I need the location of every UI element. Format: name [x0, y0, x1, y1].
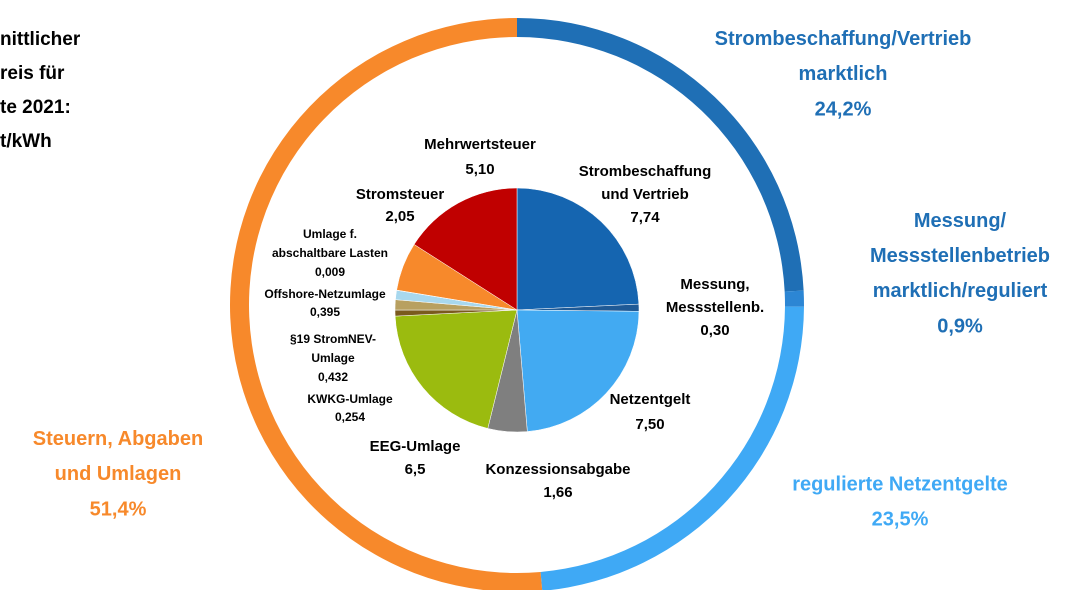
- value-label: 6,5: [405, 461, 426, 478]
- pie-slice: [516, 309, 640, 432]
- slice-label: Strombeschaffung und Vertrieb: [579, 163, 712, 203]
- slice-label: §19 StromNEV-Umlage: [290, 332, 376, 365]
- value-label: 0,395: [310, 305, 340, 319]
- slice-label: Stromsteuer: [356, 186, 445, 203]
- slice-label: Messung/Messstellenbetrieb marktlich/regu…: [870, 210, 1050, 302]
- pie-slice: [516, 187, 640, 311]
- slice-label: EEG-Umlage: [370, 438, 461, 455]
- value-label: 7,50: [635, 416, 664, 433]
- value-label: 24,2%: [815, 98, 872, 120]
- value-label: 0,432: [318, 370, 348, 384]
- slice-label: Umlage f. abschaltbare Lasten: [272, 227, 388, 260]
- value-label: 5,10: [465, 161, 494, 178]
- chart-title: nittlicher reis für te 2021: t/kWh: [0, 29, 81, 152]
- ring-segment: [784, 290, 804, 307]
- pie-slice: [413, 187, 518, 311]
- slice-label: Offshore-Netzumlage: [264, 287, 386, 301]
- slice-label: regulierte Netzentgelte: [792, 473, 1008, 495]
- slice-label: KWKG-Umlage: [307, 392, 393, 406]
- slice-label: Mehrwertsteuer: [424, 136, 536, 153]
- slice-label: Konzessionsabgabe: [485, 461, 630, 478]
- slice-label: Strombeschaffung/Vertrieb marktlich: [715, 28, 972, 85]
- value-label: 0,254: [335, 410, 365, 424]
- slice-label: Steuern, Abgaben und Umlagen: [33, 428, 203, 485]
- ring-segment: [517, 18, 804, 292]
- slice-label: Messung, Messstellenb.: [666, 276, 764, 316]
- value-label: 0,30: [700, 322, 729, 339]
- value-label: 7,74: [630, 209, 660, 226]
- value-label: 0,009: [315, 265, 345, 279]
- slice-label: Netzentgelt: [610, 391, 691, 408]
- value-label: 2,05: [385, 208, 414, 225]
- value-label: 1,66: [543, 484, 572, 501]
- ring-segment: [540, 306, 804, 590]
- value-label: 0,9%: [937, 315, 983, 337]
- value-label: 23,5%: [872, 508, 929, 530]
- value-label: 51,4%: [90, 498, 147, 520]
- pie-slice: [394, 309, 518, 429]
